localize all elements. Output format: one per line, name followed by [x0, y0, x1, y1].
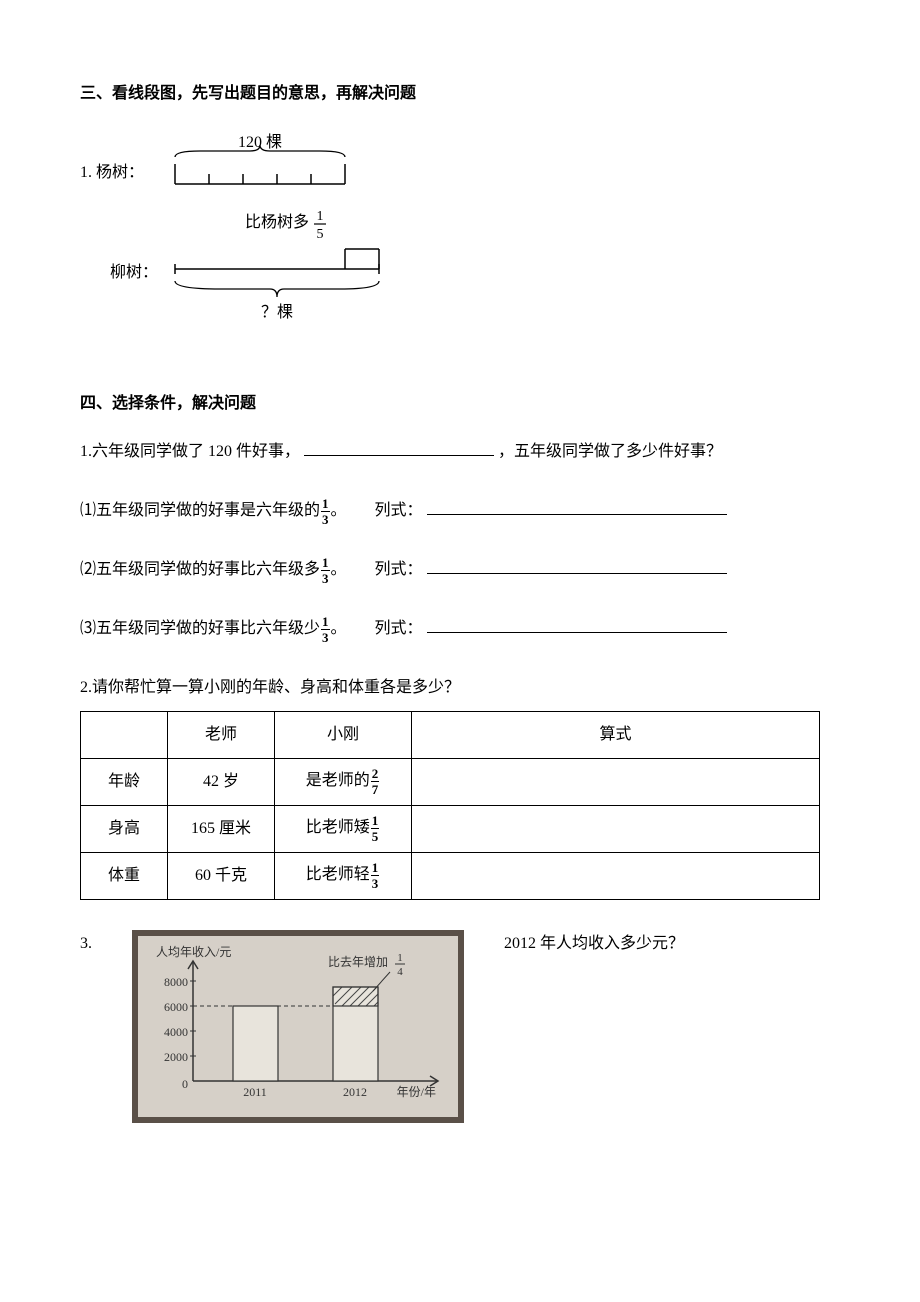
line-segment-diagram: 120 棵 1. 杨树： 比杨树多 1 5 柳树：	[80, 129, 840, 360]
chart-annot-den: 4	[397, 966, 403, 978]
ytick: 6000	[164, 1000, 188, 1014]
q4-1-item-3: ⑶五年级同学做的好事比六年级少13。 列式：	[80, 615, 840, 644]
formula-cell[interactable]	[412, 852, 820, 899]
formula-cell[interactable]	[412, 805, 820, 852]
fraction-icon: 13	[321, 497, 330, 526]
q4-1-item-1: ⑴五年级同学做的好事是六年级的13。 列式：	[80, 497, 840, 526]
table-row: 身高 165 厘米 比老师矮15	[81, 805, 820, 852]
q4-1-3-answer[interactable]	[427, 616, 727, 633]
diagram-mid-den: 5	[317, 227, 324, 242]
diagram-row1-label: 1. 杨树：	[80, 163, 144, 181]
q4-3-question: 2012 年人均收入多少元？	[504, 930, 840, 959]
ytick: 8000	[164, 975, 188, 989]
chart-annot-prefix: 比去年增加	[328, 955, 388, 969]
q4-2: 2.请你帮忙算一算小刚的年龄、身高和体重各是多少？ 老师 小刚 算式 年龄 42…	[80, 674, 840, 900]
th-formula: 算式	[412, 711, 820, 758]
q4-3-num: 3.	[80, 930, 92, 959]
section-3-title: 三、看线段图，先写出题目的意思，再解决问题	[80, 80, 840, 109]
th-blank	[81, 711, 168, 758]
ytick: 4000	[164, 1025, 188, 1039]
q4-1-2-prefix: ⑵五年级同学做的好事比六年级多	[80, 561, 320, 578]
chart-x-label: 年份/年	[397, 1085, 436, 1099]
bar-2011	[233, 1006, 278, 1081]
diagram-top-label: 120 棵	[238, 133, 282, 151]
q4-3: 3. 人均年收入/元 2000 4000 6000 8000	[80, 930, 840, 1123]
diagram-row2-label: 柳树：	[110, 263, 158, 281]
diagram-mid-prefix: 比杨树多	[245, 213, 309, 231]
q4-1: 1.六年级同学做了 120 件好事， ，五年级同学做了多少件好事？ ⑴五年级同学…	[80, 438, 840, 644]
q4-1-2-answer[interactable]	[427, 557, 727, 574]
bar-chart: 人均年收入/元 2000 4000 6000 8000	[132, 930, 464, 1123]
fraction-icon: 15	[371, 814, 380, 843]
chart-y-label: 人均年收入/元	[156, 945, 231, 959]
origin-zero: 0	[182, 1077, 188, 1091]
q4-1-2-label: 列式：	[375, 556, 423, 585]
q4-1-1-prefix: ⑴五年级同学做的好事是六年级的	[80, 502, 320, 519]
q4-1-stem-a: 1.六年级同学做了 120 件好事，	[80, 443, 300, 460]
fraction-icon: 13	[321, 615, 330, 644]
table-row: 体重 60 千克 比老师轻13	[81, 852, 820, 899]
q4-1-1-label: 列式：	[375, 497, 423, 526]
fraction-icon: 13	[321, 556, 330, 585]
section-4-title: 四、选择条件，解决问题	[80, 390, 840, 419]
fraction-icon: 27	[371, 767, 380, 796]
xtick: 2012	[343, 1085, 367, 1099]
fraction-icon: 13	[371, 861, 380, 890]
diagram-mid-num: 1	[317, 209, 324, 224]
q4-1-1-answer[interactable]	[427, 498, 727, 515]
q4-1-blank[interactable]	[304, 439, 494, 456]
th-teacher: 老师	[168, 711, 275, 758]
q4-2-table: 老师 小刚 算式 年龄 42 岁 是老师的27 身高 165 厘米 比老师矮15…	[80, 711, 820, 900]
chart-annot-num: 1	[397, 952, 403, 964]
xtick: 2011	[243, 1085, 267, 1099]
table-row: 年龄 42 岁 是老师的27	[81, 758, 820, 805]
q4-2-stem: 2.请你帮忙算一算小刚的年龄、身高和体重各是多少？	[80, 674, 840, 703]
diagram-bottom-label: ？棵	[261, 303, 293, 321]
ytick: 2000	[164, 1050, 188, 1064]
q4-1-stem-b: ，五年级同学做了多少件好事？	[498, 443, 722, 460]
q4-1-3-label: 列式：	[375, 615, 423, 644]
q4-1-3-prefix: ⑶五年级同学做的好事比六年级少	[80, 620, 320, 637]
q4-1-item-2: ⑵五年级同学做的好事比六年级多13。 列式：	[80, 556, 840, 585]
formula-cell[interactable]	[412, 758, 820, 805]
th-xiaogang: 小刚	[275, 711, 412, 758]
